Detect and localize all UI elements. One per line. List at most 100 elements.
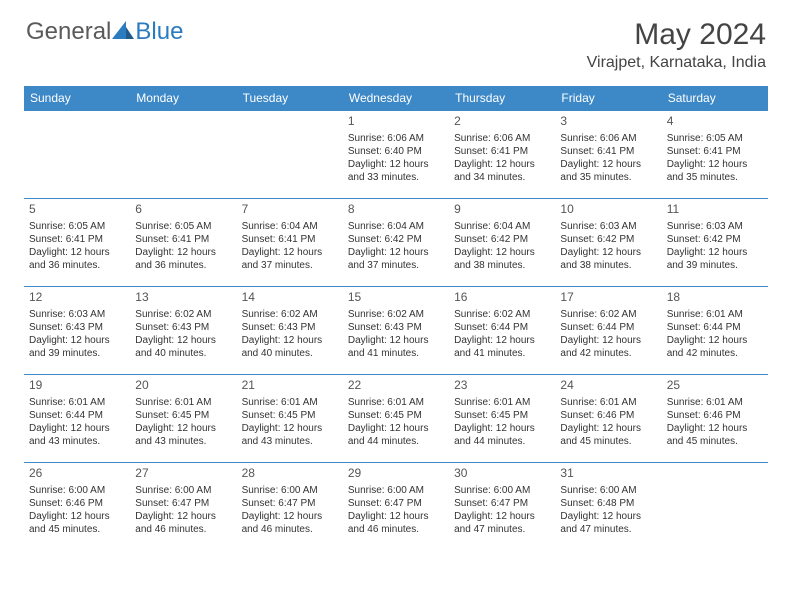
day-dl2: and 40 minutes. bbox=[242, 347, 338, 360]
day-dl2: and 38 minutes. bbox=[560, 259, 656, 272]
calendar-day-cell: 25Sunrise: 6:01 AMSunset: 6:46 PMDayligh… bbox=[662, 375, 768, 463]
calendar-day-cell: 22Sunrise: 6:01 AMSunset: 6:45 PMDayligh… bbox=[343, 375, 449, 463]
day-dl1: Daylight: 12 hours bbox=[667, 422, 763, 435]
day-dl1: Daylight: 12 hours bbox=[29, 246, 125, 259]
day-sunset: Sunset: 6:46 PM bbox=[29, 497, 125, 510]
day-dl1: Daylight: 12 hours bbox=[348, 422, 444, 435]
day-dl1: Daylight: 12 hours bbox=[29, 422, 125, 435]
day-dl2: and 36 minutes. bbox=[29, 259, 125, 272]
day-sunrise: Sunrise: 6:05 AM bbox=[29, 220, 125, 233]
day-sunrise: Sunrise: 6:05 AM bbox=[135, 220, 231, 233]
day-sunset: Sunset: 6:41 PM bbox=[454, 145, 550, 158]
day-dl1: Daylight: 12 hours bbox=[242, 246, 338, 259]
day-dl2: and 45 minutes. bbox=[667, 435, 763, 448]
day-dl2: and 47 minutes. bbox=[560, 523, 656, 536]
day-dl2: and 38 minutes. bbox=[454, 259, 550, 272]
day-number: 21 bbox=[242, 378, 338, 394]
day-dl2: and 46 minutes. bbox=[348, 523, 444, 536]
day-number: 4 bbox=[667, 114, 763, 130]
day-dl1: Daylight: 12 hours bbox=[242, 510, 338, 523]
day-dl1: Daylight: 12 hours bbox=[29, 510, 125, 523]
calendar-day-cell: 1Sunrise: 6:06 AMSunset: 6:40 PMDaylight… bbox=[343, 111, 449, 199]
day-dl2: and 34 minutes. bbox=[454, 171, 550, 184]
day-number: 31 bbox=[560, 466, 656, 482]
day-dl1: Daylight: 12 hours bbox=[667, 334, 763, 347]
day-sunrise: Sunrise: 6:02 AM bbox=[560, 308, 656, 321]
day-dl2: and 44 minutes. bbox=[348, 435, 444, 448]
day-number: 14 bbox=[242, 290, 338, 306]
day-number: 22 bbox=[348, 378, 444, 394]
day-dl2: and 46 minutes. bbox=[242, 523, 338, 536]
calendar-day-cell: 29Sunrise: 6:00 AMSunset: 6:47 PMDayligh… bbox=[343, 463, 449, 551]
day-dl1: Daylight: 12 hours bbox=[348, 158, 444, 171]
day-sunrise: Sunrise: 6:01 AM bbox=[667, 396, 763, 409]
day-dl2: and 33 minutes. bbox=[348, 171, 444, 184]
calendar-day-cell: 10Sunrise: 6:03 AMSunset: 6:42 PMDayligh… bbox=[555, 199, 661, 287]
day-dl2: and 42 minutes. bbox=[667, 347, 763, 360]
day-dl1: Daylight: 12 hours bbox=[667, 158, 763, 171]
day-sunset: Sunset: 6:45 PM bbox=[242, 409, 338, 422]
calendar-day-cell: 19Sunrise: 6:01 AMSunset: 6:44 PMDayligh… bbox=[24, 375, 130, 463]
day-dl2: and 46 minutes. bbox=[135, 523, 231, 536]
day-dl1: Daylight: 12 hours bbox=[454, 422, 550, 435]
day-dl2: and 37 minutes. bbox=[348, 259, 444, 272]
calendar-day-cell: 8Sunrise: 6:04 AMSunset: 6:42 PMDaylight… bbox=[343, 199, 449, 287]
day-number: 18 bbox=[667, 290, 763, 306]
calendar-day-cell: 24Sunrise: 6:01 AMSunset: 6:46 PMDayligh… bbox=[555, 375, 661, 463]
title-block: May 2024 Virajpet, Karnataka, India bbox=[587, 18, 766, 72]
day-sunrise: Sunrise: 6:01 AM bbox=[454, 396, 550, 409]
day-number: 27 bbox=[135, 466, 231, 482]
day-dl1: Daylight: 12 hours bbox=[560, 246, 656, 259]
day-number: 26 bbox=[29, 466, 125, 482]
day-number: 28 bbox=[242, 466, 338, 482]
day-number: 17 bbox=[560, 290, 656, 306]
day-sunset: Sunset: 6:41 PM bbox=[242, 233, 338, 246]
day-sunrise: Sunrise: 6:06 AM bbox=[348, 132, 444, 145]
calendar-day-cell: 31Sunrise: 6:00 AMSunset: 6:48 PMDayligh… bbox=[555, 463, 661, 551]
calendar-day-cell: 2Sunrise: 6:06 AMSunset: 6:41 PMDaylight… bbox=[449, 111, 555, 199]
calendar-week-row: 5Sunrise: 6:05 AMSunset: 6:41 PMDaylight… bbox=[24, 199, 768, 287]
calendar-day-cell: 12Sunrise: 6:03 AMSunset: 6:43 PMDayligh… bbox=[24, 287, 130, 375]
day-number: 10 bbox=[560, 202, 656, 218]
day-sunrise: Sunrise: 6:01 AM bbox=[242, 396, 338, 409]
day-sunrise: Sunrise: 6:06 AM bbox=[454, 132, 550, 145]
calendar-day-cell: 9Sunrise: 6:04 AMSunset: 6:42 PMDaylight… bbox=[449, 199, 555, 287]
day-dl2: and 40 minutes. bbox=[135, 347, 231, 360]
calendar-day-cell: 6Sunrise: 6:05 AMSunset: 6:41 PMDaylight… bbox=[130, 199, 236, 287]
day-sunrise: Sunrise: 6:00 AM bbox=[242, 484, 338, 497]
day-sunset: Sunset: 6:43 PM bbox=[29, 321, 125, 334]
day-dl1: Daylight: 12 hours bbox=[135, 422, 231, 435]
day-dl1: Daylight: 12 hours bbox=[560, 158, 656, 171]
day-sunset: Sunset: 6:43 PM bbox=[242, 321, 338, 334]
weekday-header: Thursday bbox=[449, 86, 555, 111]
calendar-day-cell bbox=[662, 463, 768, 551]
calendar-day-cell: 14Sunrise: 6:02 AMSunset: 6:43 PMDayligh… bbox=[237, 287, 343, 375]
header: General Blue May 2024 Virajpet, Karnatak… bbox=[0, 0, 792, 80]
calendar-day-cell bbox=[130, 111, 236, 199]
day-number: 23 bbox=[454, 378, 550, 394]
day-sunset: Sunset: 6:45 PM bbox=[135, 409, 231, 422]
calendar-day-cell: 13Sunrise: 6:02 AMSunset: 6:43 PMDayligh… bbox=[130, 287, 236, 375]
calendar-day-cell: 5Sunrise: 6:05 AMSunset: 6:41 PMDaylight… bbox=[24, 199, 130, 287]
day-dl1: Daylight: 12 hours bbox=[560, 510, 656, 523]
weekday-header: Monday bbox=[130, 86, 236, 111]
day-sunrise: Sunrise: 6:00 AM bbox=[348, 484, 444, 497]
day-dl1: Daylight: 12 hours bbox=[454, 334, 550, 347]
day-sunrise: Sunrise: 6:00 AM bbox=[29, 484, 125, 497]
day-dl2: and 37 minutes. bbox=[242, 259, 338, 272]
calendar-day-cell: 21Sunrise: 6:01 AMSunset: 6:45 PMDayligh… bbox=[237, 375, 343, 463]
day-sunset: Sunset: 6:41 PM bbox=[667, 145, 763, 158]
day-sunset: Sunset: 6:41 PM bbox=[135, 233, 231, 246]
day-number: 11 bbox=[667, 202, 763, 218]
logo-text-blue: Blue bbox=[135, 18, 183, 46]
day-sunrise: Sunrise: 6:02 AM bbox=[454, 308, 550, 321]
day-sunrise: Sunrise: 6:00 AM bbox=[454, 484, 550, 497]
calendar-day-cell bbox=[237, 111, 343, 199]
day-number: 24 bbox=[560, 378, 656, 394]
day-dl1: Daylight: 12 hours bbox=[135, 334, 231, 347]
day-number: 1 bbox=[348, 114, 444, 130]
day-dl1: Daylight: 12 hours bbox=[348, 246, 444, 259]
day-sunset: Sunset: 6:43 PM bbox=[135, 321, 231, 334]
day-sunrise: Sunrise: 6:01 AM bbox=[667, 308, 763, 321]
day-sunrise: Sunrise: 6:03 AM bbox=[560, 220, 656, 233]
